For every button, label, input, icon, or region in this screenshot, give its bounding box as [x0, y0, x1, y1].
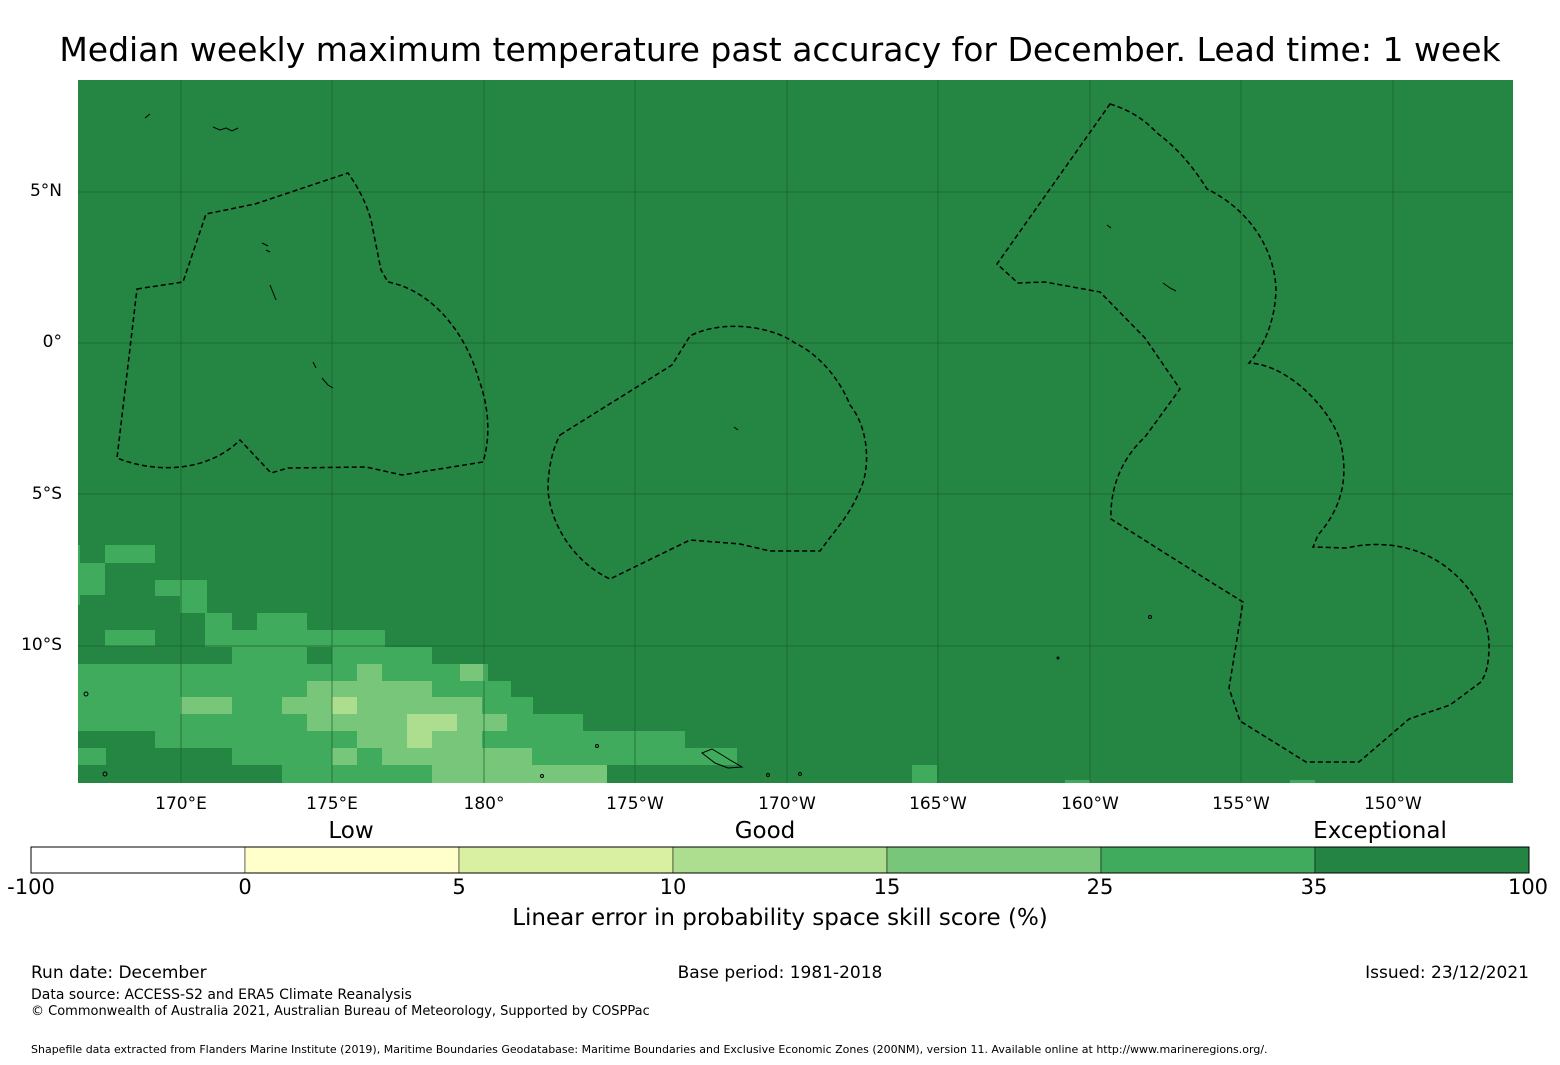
eez-kiribati-gilbert — [116, 172, 489, 476]
eez-boundaries — [116, 103, 1490, 763]
colorbar-segment — [244, 846, 460, 874]
lat-label-5n: 5°N — [29, 181, 62, 201]
tick-label: 100 — [1507, 875, 1549, 899]
issued-date: Issued: 23/12/2021 — [1365, 963, 1529, 983]
category-low: Low — [328, 818, 374, 844]
lon-label-175w: 175°W — [606, 794, 664, 814]
skill-cells — [78, 545, 1315, 783]
eez-kiribati-line-islands — [996, 103, 1490, 763]
run-date: Run date: December — [31, 963, 207, 983]
data-source: Data source: ACCESS-S2 and ERA5 Climate … — [31, 987, 412, 1003]
tick-label: -100 — [7, 875, 55, 899]
chart-title: Median weekly maximum temperature past a… — [59, 30, 1501, 69]
colorbar-frame — [30, 846, 1530, 874]
colorbar-segment — [672, 846, 888, 874]
lon-label-155w: 155°W — [1212, 794, 1270, 814]
colorbar-segment — [30, 846, 246, 874]
lon-label-160w: 160°W — [1061, 794, 1119, 814]
lat-label-5s: 5°S — [31, 484, 62, 504]
tick-label: 10 — [659, 875, 687, 899]
islands — [83, 113, 1177, 778]
eez-tokelau-samoa — [547, 325, 868, 580]
colorbar-segment — [1100, 846, 1316, 874]
colorbar-segment — [458, 846, 674, 874]
base-period: Base period: 1981-2018 — [677, 963, 883, 983]
tick-label: 15 — [873, 875, 901, 899]
category-good: Good — [734, 818, 796, 844]
tick-label: 0 — [238, 875, 252, 899]
colorbar — [30, 846, 1530, 874]
lon-label-165w: 165°W — [909, 794, 967, 814]
lon-label-175e: 175°E — [306, 794, 358, 814]
colorbar-segment — [886, 846, 1102, 874]
shapefile-credit: Shapefile data extracted from Flanders M… — [31, 1043, 1268, 1056]
tick-label: 25 — [1086, 875, 1114, 899]
lon-label-180: 180° — [463, 794, 505, 814]
colorbar-title: Linear error in probability space skill … — [512, 905, 1048, 931]
colorbar-segment — [1314, 846, 1530, 874]
lon-label-150w: 150°W — [1364, 794, 1422, 814]
lat-label-10s: 10°S — [21, 635, 62, 655]
lon-label-170w: 170°W — [758, 794, 816, 814]
tick-label: 35 — [1300, 875, 1328, 899]
lat-label-0: 0° — [42, 332, 62, 352]
tick-label: 5 — [452, 875, 466, 899]
copyright: © Commonwealth of Australia 2021, Austra… — [31, 1004, 650, 1019]
category-exceptional: Exceptional — [1313, 818, 1447, 844]
lon-label-170e: 170°E — [155, 794, 207, 814]
